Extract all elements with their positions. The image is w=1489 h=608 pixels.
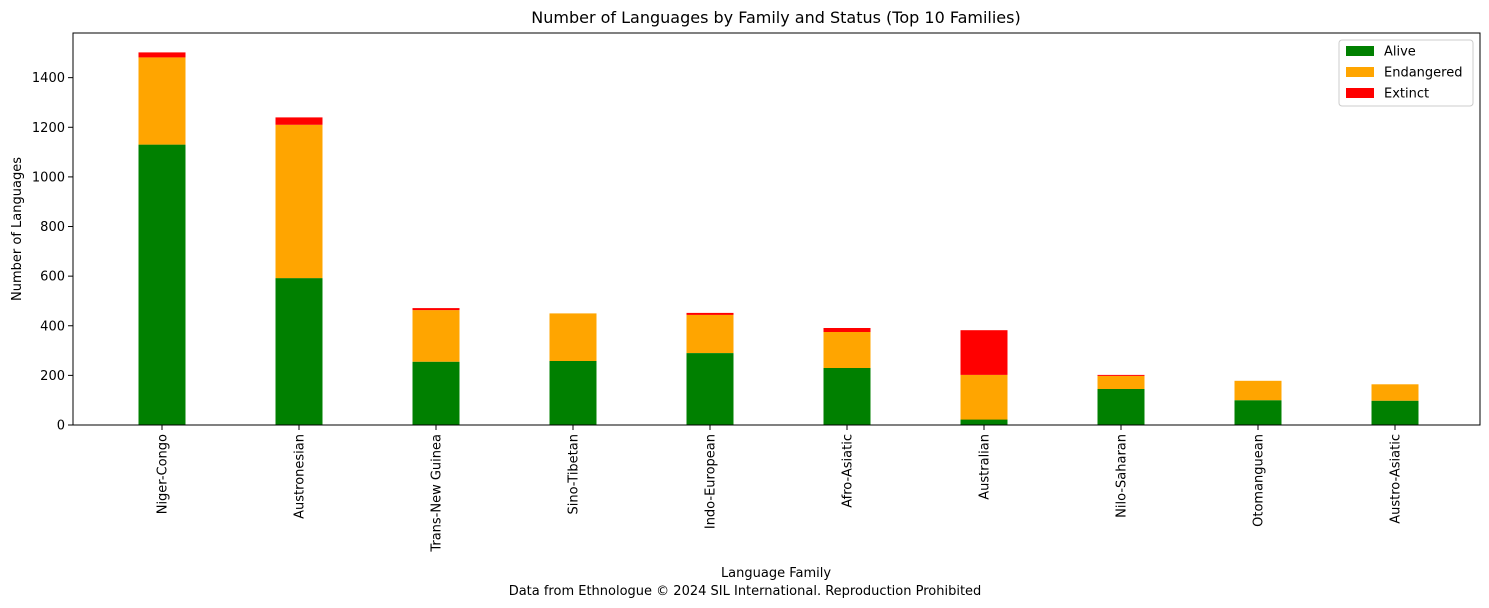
bar-extinct-niger-congo <box>138 52 186 58</box>
bar-endangered-indo-european <box>686 314 734 353</box>
bar-alive-niger-congo <box>138 144 186 425</box>
legend-swatch-endangered <box>1346 67 1374 77</box>
bar-alive-indo-european <box>686 353 734 425</box>
x-tick-label: Austronesian <box>293 434 308 519</box>
x-tick-label: Indo-European <box>704 434 719 529</box>
x-tick-label: Australian <box>978 434 993 500</box>
x-tick-label: Austro-Asiatic <box>1389 434 1404 524</box>
x-tick-label: Trans-New Guinea <box>430 434 445 553</box>
bar-alive-afro-asiatic <box>823 367 871 425</box>
bar-alive-otomanguean <box>1234 400 1282 425</box>
bar-endangered-austronesian <box>275 124 323 279</box>
y-tick-label: 800 <box>40 220 65 235</box>
y-tick-label: 1400 <box>32 71 65 86</box>
bar-extinct-australian <box>960 330 1008 375</box>
y-tick-label: 200 <box>40 369 65 384</box>
legend-label-extinct: Extinct <box>1384 87 1429 102</box>
x-tick-label: Otomanguean <box>1252 434 1267 527</box>
legend-label-endangered: Endangered <box>1384 66 1462 81</box>
bar-alive-austro-asiatic <box>1371 400 1419 425</box>
bar-endangered-nilo-saharan <box>1097 375 1145 389</box>
bar-endangered-niger-congo <box>138 57 186 145</box>
bar-alive-nilo-saharan <box>1097 389 1145 425</box>
y-axis-label: Number of Languages <box>10 157 25 301</box>
y-axis: 0 200 400 600 800 1000 1200 1400 <box>32 71 73 434</box>
y-tick-label: 1200 <box>32 121 65 136</box>
x-tick-label: Nilo-Saharan <box>1115 434 1130 518</box>
chart-title: Number of Languages by Family and Status… <box>531 8 1020 27</box>
bar-extinct-indo-european <box>686 312 734 315</box>
bar-alive-austronesian <box>275 278 323 425</box>
legend-swatch-alive <box>1346 46 1374 56</box>
x-tick-label: Afro-Asiatic <box>841 434 856 508</box>
legend-swatch-extinct <box>1346 88 1374 98</box>
bars-group <box>138 52 1419 425</box>
source-caption: Data from Ethnologue © 2024 SIL Internat… <box>509 584 982 599</box>
plot-frame <box>72 32 1481 426</box>
bar-endangered-afro-asiatic <box>823 332 871 368</box>
bar-endangered-sino-tibetan <box>549 313 597 361</box>
bar-extinct-trans-new-guinea <box>412 308 460 311</box>
y-tick-label: 400 <box>40 319 65 334</box>
bar-endangered-australian <box>960 374 1008 420</box>
bar-endangered-otomanguean <box>1234 380 1282 401</box>
bar-alive-sino-tibetan <box>549 361 597 425</box>
bar-endangered-austro-asiatic <box>1371 384 1419 401</box>
legend-label-alive: Alive <box>1384 45 1416 60</box>
bar-extinct-afro-asiatic <box>823 328 871 332</box>
y-tick-label: 600 <box>40 270 65 285</box>
x-axis-label: Language Family <box>721 566 831 581</box>
bar-alive-trans-new-guinea <box>412 361 460 425</box>
y-tick-label: 1000 <box>32 170 65 185</box>
x-tick-label: Sino-Tibetan <box>567 434 582 515</box>
x-tick-label: Niger-Congo <box>156 434 171 514</box>
bar-extinct-nilo-saharan <box>1097 374 1145 376</box>
y-tick-label: 0 <box>57 419 65 434</box>
legend: Alive Endangered Extinct <box>1338 39 1474 107</box>
bar-endangered-trans-new-guinea <box>412 310 460 362</box>
x-axis: Niger-Congo Austronesian Trans-New Guinea S… <box>156 425 1404 553</box>
bar-alive-australian <box>960 419 1008 425</box>
bar-extinct-austronesian <box>275 117 323 125</box>
